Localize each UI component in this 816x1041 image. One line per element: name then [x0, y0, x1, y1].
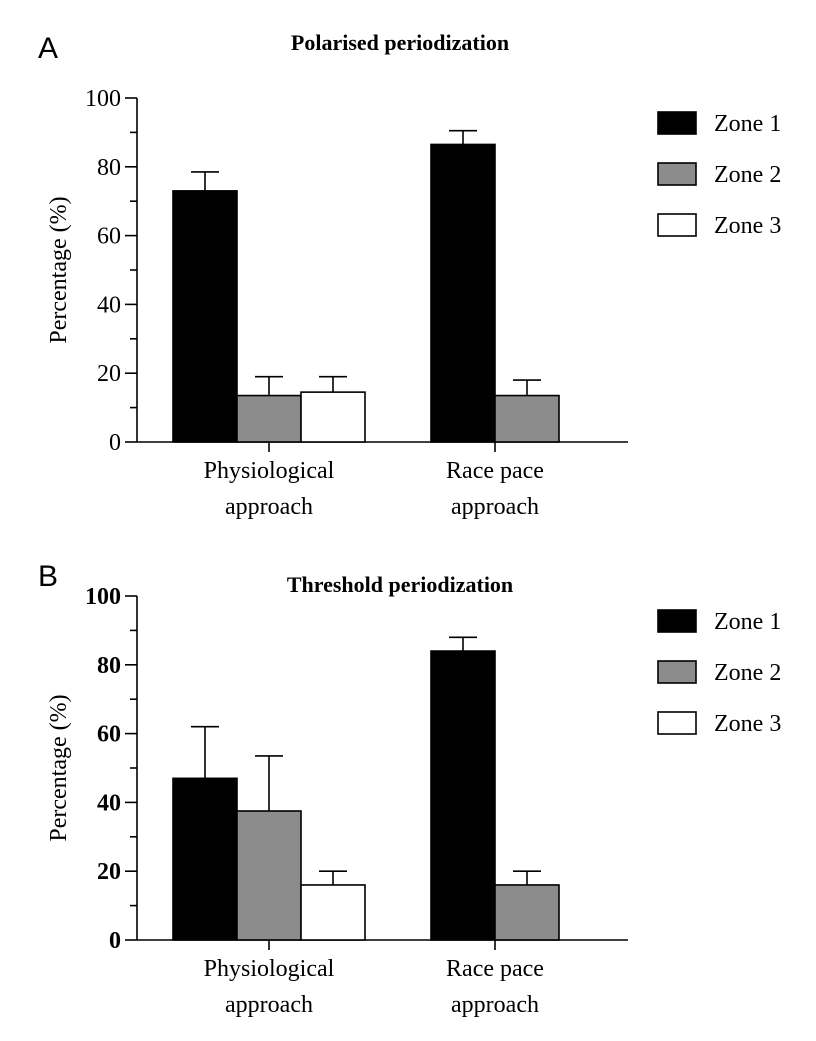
- panel-a-letter: A: [38, 32, 58, 65]
- panel-b-y-tick-label: 100: [85, 584, 121, 610]
- panel-a-y-tick-label: 20: [97, 361, 121, 387]
- panel-a-legend-swatch-zone-2: [657, 162, 697, 186]
- panel-b-bar-zone-1-category-2: [430, 650, 496, 941]
- panel-b-category-label: Race pace: [446, 956, 544, 982]
- panel-b-y-tick-label: 0: [109, 928, 121, 954]
- panel-a-bar-zone-1-category-1: [172, 190, 238, 443]
- panel-b-legend-label-zone-2: Zone 2: [714, 660, 781, 686]
- panel-b-title: Threshold periodization: [287, 572, 513, 597]
- panel-a: A Polarised periodization Percentage (%)…: [38, 30, 781, 520]
- panel-b-y-tick-label: 20: [97, 859, 121, 885]
- panel-a-y-tick-label: 0: [109, 430, 121, 456]
- panel-a-y-tick-label: 40: [97, 292, 121, 318]
- panel-a-bar-zone-3-category-1: [300, 391, 366, 443]
- panel-a-legend-label-zone-1: Zone 1: [714, 111, 781, 137]
- panel-a-bar-zone-1-category-2: [430, 143, 496, 443]
- panel-b-category-label-line-2: approach: [451, 992, 539, 1018]
- panel-a-category-label-line-2: approach: [225, 494, 313, 520]
- panel-b-letter: B: [38, 560, 58, 593]
- panel-a-category-label-line-2: approach: [451, 494, 539, 520]
- panel-b-y-tick-label: 40: [97, 790, 121, 816]
- panel-a-y-tick-label: 100: [85, 86, 121, 112]
- panel-b-legend-label-zone-1: Zone 1: [714, 609, 781, 635]
- panel-a-legend-label-zone-2: Zone 2: [714, 162, 781, 188]
- panel-b-y-axis-label: Percentage (%): [46, 694, 72, 841]
- panel-a-y-tick-label: 80: [97, 155, 121, 181]
- panel-b-legend-swatch-zone-2: [657, 660, 697, 684]
- panel-a-bar-zone-2-category-1: [236, 394, 302, 443]
- panel-a-y-axis-label: Percentage (%): [46, 196, 72, 343]
- panel-b-bar-zone-2-category-1: [236, 810, 302, 941]
- panel-b-legend-swatch-zone-3: [657, 711, 697, 735]
- panel-b-bar-zone-3-category-1: [300, 884, 366, 941]
- panel-b-bar-zone-1-category-1: [172, 777, 238, 941]
- panel-a-title: Polarised periodization: [291, 30, 509, 55]
- panel-b-y-tick-label: 80: [97, 653, 121, 679]
- panel-a-legend-swatch-zone-1: [657, 111, 697, 135]
- panel-b: B Threshold periodization Percentage (%)…: [38, 560, 781, 1018]
- panel-b-category-label: Physiological: [204, 956, 335, 982]
- panel-b-legend-label-zone-3: Zone 3: [714, 711, 781, 737]
- panel-a-bar-zone-2-category-2: [494, 394, 560, 443]
- panel-a-category-label: Physiological: [204, 458, 335, 484]
- panel-a-legend-label-zone-3: Zone 3: [714, 213, 781, 239]
- panel-a-y-tick-label: 60: [97, 224, 121, 250]
- panel-b-y-tick-label: 60: [97, 722, 121, 748]
- panel-b-bar-zone-2-category-2: [494, 884, 560, 941]
- panel-a-legend-swatch-zone-3: [657, 213, 697, 237]
- panel-a-category-label: Race pace: [446, 458, 544, 484]
- panel-b-legend-swatch-zone-1: [657, 609, 697, 633]
- panel-b-category-label-line-2: approach: [225, 992, 313, 1018]
